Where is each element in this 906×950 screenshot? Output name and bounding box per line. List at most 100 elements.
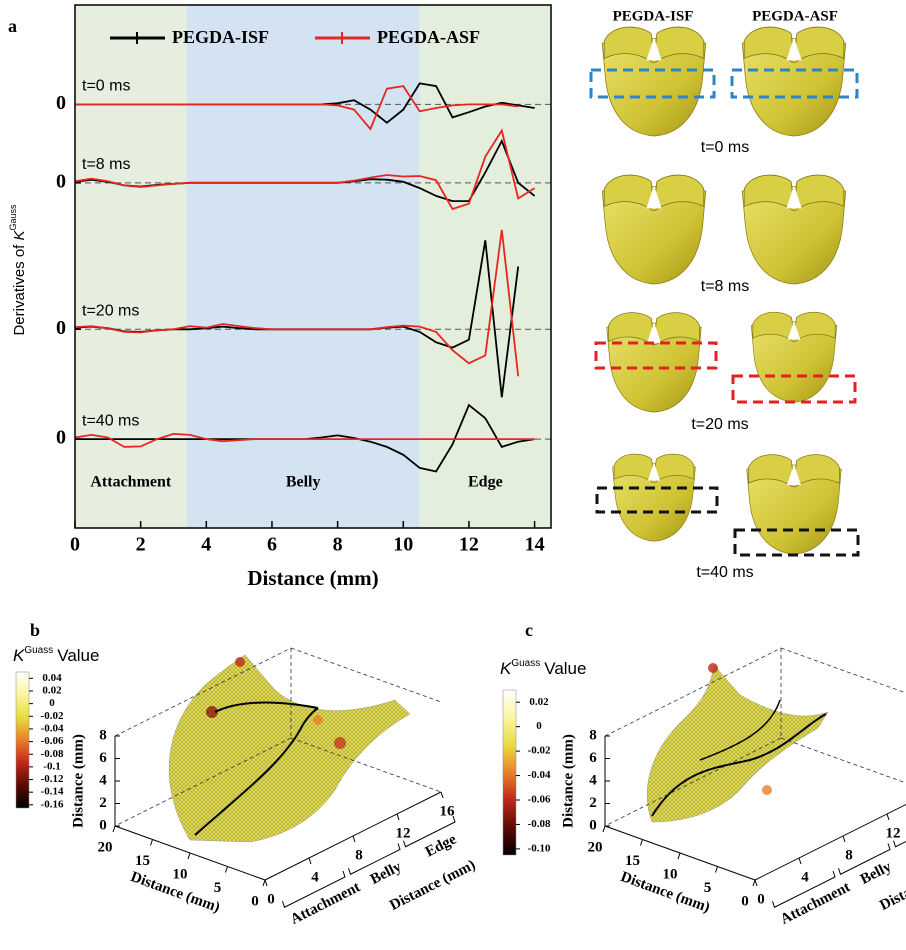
column-header: PEGDA-ISF [613, 8, 694, 24]
y-tick-label: 0 [56, 92, 66, 114]
region-band [187, 5, 420, 528]
valve-image [751, 312, 837, 402]
legend-label: PEGDA-ASF [377, 27, 480, 47]
x-tick [641, 840, 643, 846]
y-tick [887, 814, 889, 820]
x-tick-label: 2 [136, 534, 146, 556]
valve-image [613, 454, 696, 541]
y-axis-label: Distance (mm) [387, 857, 478, 914]
y-tick [265, 880, 267, 886]
x-tick-label: 0 [741, 893, 749, 909]
y-tick-label: 8 [355, 847, 363, 863]
y-tick [353, 836, 355, 842]
z-tick-label: 4 [99, 772, 107, 788]
colorbar-title: KGuassValue [500, 658, 586, 679]
panel-a: a Derivatives of KGauss Distance (mm) At… [8, 5, 551, 590]
y-tick-label: 4 [311, 869, 319, 885]
y-tick-label: 0 [757, 891, 765, 907]
group-label: t=40 ms [82, 412, 139, 429]
box-edge [781, 738, 906, 792]
colorbar-tick-label: -0.04 [41, 722, 64, 734]
x-tick-label: 8 [333, 534, 343, 556]
y-tick-label: 12 [886, 825, 901, 841]
valve-image [607, 313, 702, 413]
legend-label: PEGDA-ISF [172, 27, 269, 47]
x-tick-label: 0 [251, 893, 259, 909]
colorbar-tick-label: 0.02 [529, 696, 549, 708]
colorbar-tick-label: -0.12 [41, 773, 64, 785]
x-tick [716, 867, 718, 873]
x-tick-label: 20 [588, 839, 603, 855]
region-label: Edge [468, 474, 503, 491]
surface [169, 655, 410, 842]
x-tick-label: 6 [267, 534, 277, 556]
x-tick [113, 826, 115, 832]
x-tick-label: 10 [663, 866, 678, 882]
x-tick [151, 840, 153, 846]
colorbar-tick-label: -0.10 [528, 842, 551, 854]
valve-image [602, 27, 706, 136]
group-label: t=20 ms [82, 302, 139, 319]
x-tick [226, 867, 228, 873]
x-tick-label: 12 [459, 534, 479, 556]
y-tick [309, 858, 311, 864]
valve-image [742, 175, 846, 284]
z-tick-label: 2 [99, 795, 107, 811]
z-tick-label: 8 [99, 727, 107, 743]
figure: a Derivatives of KGauss Distance (mm) At… [0, 0, 906, 950]
x-tick-label: 15 [135, 853, 150, 869]
hotspot [762, 785, 772, 795]
valve-renders: PEGDA-ISF PEGDA-ASF t=0 ms t=8 ms t=20 m… [591, 8, 858, 581]
colorbar-tick-label: -0.14 [41, 786, 64, 798]
y-tick [441, 792, 443, 798]
y-label-superscript: Gauss [8, 204, 18, 231]
panel-b: 02468Distance (mm)05101520Distance (mm)0… [13, 620, 478, 928]
colorbar-tick-label: -0.08 [41, 748, 64, 760]
z-tick-label: 0 [99, 817, 107, 833]
colorbar-tick-label: -0.06 [41, 735, 64, 747]
x-tick-label: 15 [625, 853, 640, 869]
colorbar-tick-label: 0 [49, 697, 55, 709]
colorbar-tick-label: 0.02 [42, 685, 62, 697]
x-tick-label: 5 [704, 880, 712, 896]
x-tick-label: 5 [214, 880, 222, 896]
x-tick-label: 10 [173, 866, 188, 882]
box-edge [781, 648, 906, 702]
valve-image [602, 175, 706, 284]
valve-image [742, 27, 846, 136]
colorbar-text: Value [57, 646, 99, 665]
colorbar-tick-label: -0.04 [528, 769, 551, 781]
valve-image [747, 455, 842, 555]
panel-c: 02468Distance (mm)05101520Distance (mm)0… [500, 620, 906, 928]
y-tick-label: 12 [396, 825, 411, 841]
y-tick-label: 0 [56, 427, 66, 449]
y-tick [397, 814, 399, 820]
x-tick [753, 880, 755, 886]
group-label: t=0 ms [82, 78, 130, 95]
x-tick-label: 14 [525, 534, 545, 556]
y-tick-label: 8 [845, 847, 853, 863]
y-tick [755, 880, 757, 886]
z-tick-label: 6 [99, 750, 107, 766]
x-tick-label: 20 [98, 839, 113, 855]
colorbar-symbol: K [13, 646, 25, 665]
z-axis-label: Distance (mm) [560, 734, 576, 828]
time-caption: t=0 ms [701, 139, 749, 156]
colorbar-symbol: K [500, 659, 512, 678]
x-tick-label: 0 [70, 534, 80, 556]
colorbar-tick-label: -0.02 [528, 745, 551, 757]
colorbar-tick-label: -0.08 [528, 818, 551, 830]
y-tick-label: 16 [440, 803, 456, 819]
x-tick [603, 826, 605, 832]
x-axis-label: Distance (mm) [247, 566, 378, 590]
panel-label: a [8, 16, 17, 36]
colorbar-tick-label: -0.16 [41, 798, 64, 810]
y-tick [799, 858, 801, 864]
hotspot [235, 657, 245, 667]
colorbar-tick-label: 0 [536, 720, 542, 732]
y-tick-label: 0 [56, 170, 66, 192]
x-tick [678, 853, 680, 859]
y-tick-label: 4 [801, 869, 809, 885]
colorbar-tick-label: 0.04 [42, 672, 62, 684]
